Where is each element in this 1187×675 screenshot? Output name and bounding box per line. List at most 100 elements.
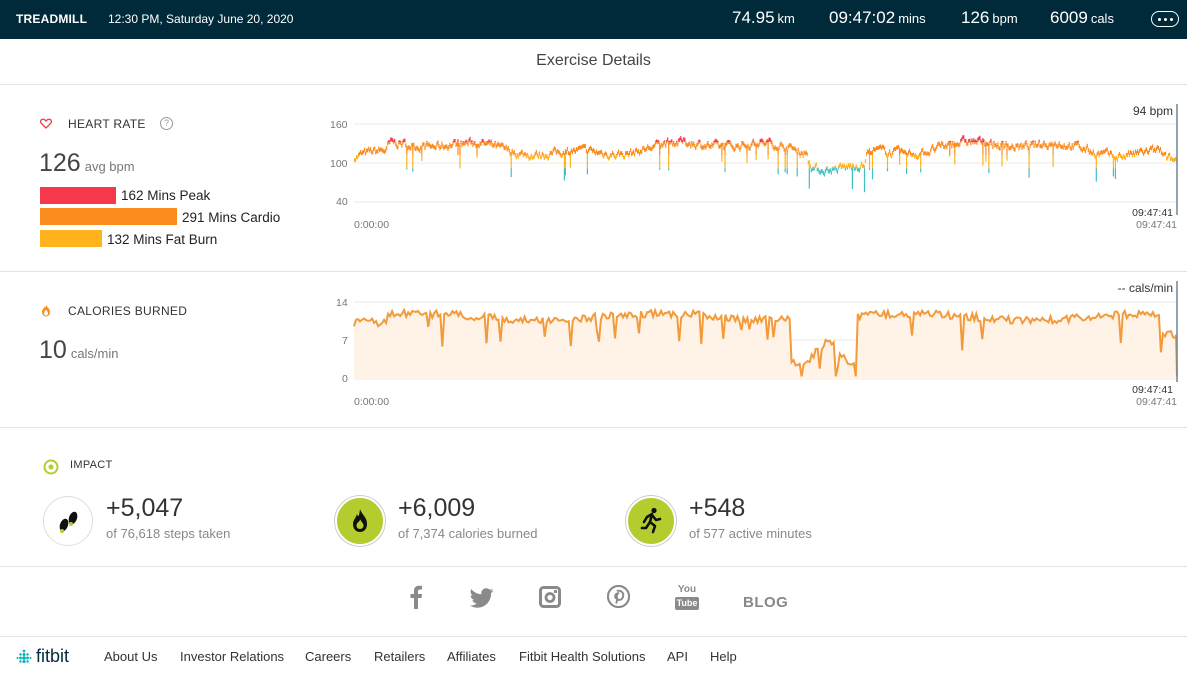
heart-rate-trace [767,139,769,143]
heart-rate-trace [550,150,552,155]
duration-unit: mins [898,11,926,26]
heart-rate-trace [1088,150,1090,155]
heart-rate-trace [488,139,490,143]
heart-rate-trace [784,168,786,173]
heart-rate-trace [790,143,792,148]
heart-rate-value: 126 [961,8,990,27]
heart-rate-trace [1064,145,1066,150]
heart-rate-trace [1091,151,1093,156]
heart-rate-trace [753,142,755,146]
heart-rate-trace [980,139,982,143]
heart-rate-trace [596,151,599,156]
footer-link-investor-relations[interactable]: Investor Relations [180,649,285,664]
heart-rate-trace [1137,151,1140,156]
heart-rate-trace [472,143,474,148]
youtube-icon[interactable]: You Tube [675,584,699,612]
facebook-icon[interactable] [409,585,423,609]
heart-rate-trace [990,142,992,143]
heart-rate-trace [379,148,381,153]
heart-rate-trace [946,145,948,150]
heart-rate-trace [660,144,662,149]
heart-rate-trace [600,149,603,154]
heart-rate-trace [524,155,526,156]
heart-rate-trace [1111,154,1113,156]
heart-rate-trace [1104,148,1106,153]
heart-rate-trace [837,165,839,169]
heart-rate-trace [392,138,394,143]
heart-rate-trace [821,169,823,174]
divider [0,84,1187,85]
heart-rate-trace [487,142,489,145]
heart-rate-trace [1029,144,1031,149]
heart-rate-trace [1101,150,1103,155]
runner-icon [640,507,662,534]
heart-rate-trace [1169,155,1171,157]
heart-rate-trace [844,166,846,169]
heart-rate-trace [784,155,786,169]
heart-rate-trace [1154,149,1157,154]
footer-link-about-us[interactable]: About Us [104,649,158,664]
instagram-icon[interactable] [539,586,561,608]
footer-link-help[interactable]: Help [710,649,737,664]
heart-rate-trace [859,165,861,169]
heart-rate-trace [1085,145,1087,150]
heart-rate-trace [1122,154,1124,156]
heart-rate-trace [865,152,868,156]
help-icon[interactable]: ? [160,117,173,130]
heart-rate-trace [522,153,524,156]
heart-rate-trace [691,142,693,146]
heart-rate-trace [667,137,669,142]
blog-link[interactable]: BLOG [743,594,789,611]
heart-rate-trace [460,142,462,145]
heart-rate-trace [579,145,581,150]
heart-rate-trace [1031,142,1033,146]
heart-rate-trace [1046,145,1048,150]
twitter-icon[interactable] [470,588,494,608]
heart-rate-trace [541,155,543,156]
calories-chart[interactable]: 14 7 0 -- cals/min 0:00:00 09:47:41 09:4… [330,277,1180,412]
heart-rate-trace [377,149,379,154]
heart-rate-trace [930,148,932,153]
heart-rate-trace [999,146,1001,151]
heart-rate-trace [610,153,613,156]
heart-rate-trace [795,148,797,153]
footer-link-retailers[interactable]: Retailers [374,649,426,664]
heart-rate-trace [400,141,402,143]
heart-rate-trace [842,164,844,169]
heart-rate-trace [963,135,965,140]
heart-rate-trace [992,145,994,150]
heart-rate-trace [360,150,362,154]
calories-rate-unit: cals/min [70,346,119,361]
footer-link-affiliates[interactable]: Affiliates [447,649,496,664]
heart-rate-trace [759,142,761,144]
heart-rate-trace [615,155,617,160]
heart-rate-chart[interactable]: 160 100 40 94 bpm 0:00:00 09:47:41 09:47… [330,100,1180,235]
more-options-button[interactable] [1151,11,1179,27]
heart-rate-trace [1071,143,1073,148]
heart-rate-trace [452,141,454,143]
heart-rate-trace [1115,155,1117,160]
heart-rate-trace [1135,151,1138,155]
heart-rate-trace [516,155,518,158]
pinterest-icon[interactable] [607,585,630,608]
heart-rate-trace [586,151,588,156]
heart-rate-trace [689,142,691,146]
heart-rate-trace [772,145,774,149]
heart-rate-trace [489,142,491,146]
heart-rate-trace [1079,146,1081,150]
heart-rate-trace [938,142,940,146]
footer-link-careers[interactable]: Careers [305,649,352,664]
fitbit-logo[interactable]: fitbit [16,646,69,667]
footer-link-health-solutions[interactable]: Fitbit Health Solutions [519,649,646,664]
heart-rate-trace [670,140,672,143]
heart-rate-trace [762,140,764,143]
heart-rate-trace [1156,145,1159,149]
y-tick-label: 0 [342,373,348,385]
heart-rate-trace [628,155,630,158]
heart-rate-trace [1005,142,1007,146]
heart-rate-trace [699,139,701,143]
heart-rate-trace [801,151,803,156]
heart-rate-trace [453,142,455,143]
footer-link-api[interactable]: API [667,649,688,664]
heart-rate-trace [518,152,520,156]
